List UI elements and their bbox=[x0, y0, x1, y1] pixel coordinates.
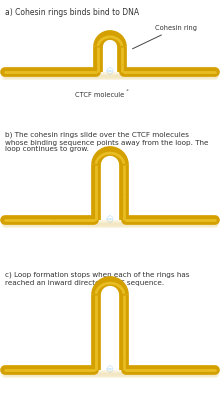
Text: CTCF molecule: CTCF molecule bbox=[75, 90, 128, 98]
Text: a) Cohesin rings binds bind to DNA: a) Cohesin rings binds bind to DNA bbox=[5, 8, 139, 17]
Text: Cohesin ring: Cohesin ring bbox=[132, 25, 197, 49]
Text: b) The cohesin rings slide over the CTCF molecules
whose binding sequence points: b) The cohesin rings slide over the CTCF… bbox=[5, 132, 209, 152]
Text: c) Loop formation stops when each of the rings has
reached an inward directed CT: c) Loop formation stops when each of the… bbox=[5, 272, 189, 286]
